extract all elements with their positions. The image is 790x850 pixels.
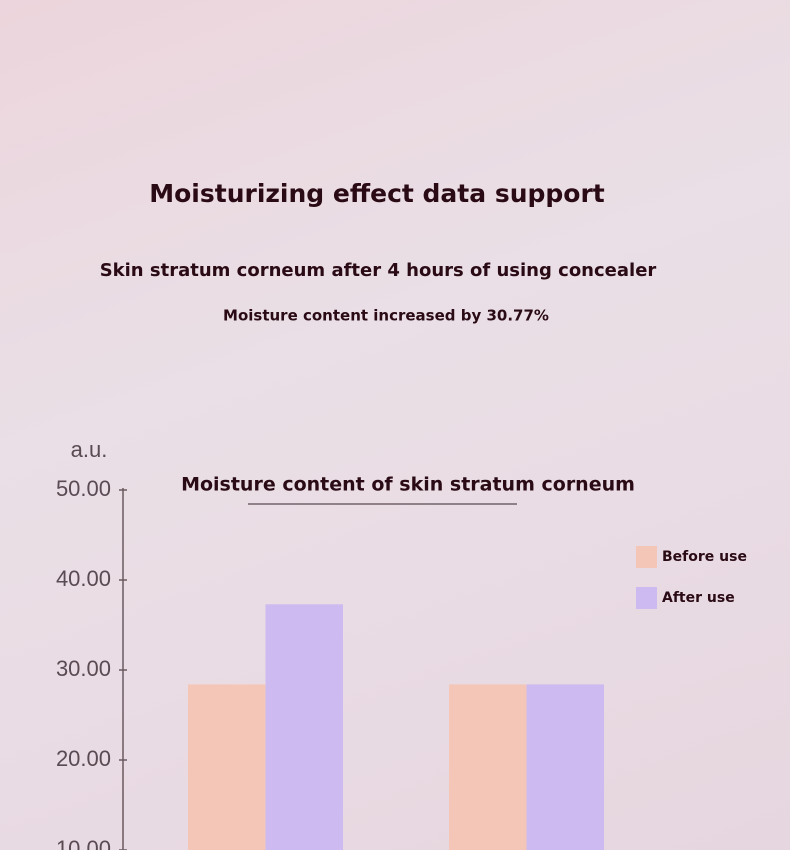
- legend-label: Before use: [662, 549, 747, 565]
- bar: [265, 604, 343, 850]
- y-tick-label: 10.00: [56, 836, 111, 850]
- y-tick-label: 40.00: [56, 566, 111, 591]
- bar: [526, 684, 604, 850]
- y-tick-label: 20.00: [56, 746, 111, 771]
- page-title: Moisturizing effect data support: [149, 179, 605, 208]
- page-note: Moisture content increased by 30.77%: [223, 307, 549, 325]
- bar: [449, 684, 527, 850]
- legend-label: After use: [662, 590, 735, 606]
- y-tick-label: 30.00: [56, 656, 111, 681]
- page-subtitle: Skin stratum corneum after 4 hours of us…: [100, 260, 657, 281]
- chart-title: Moisture content of skin stratum corneum: [181, 474, 635, 496]
- y-tick-label: 50.00: [56, 476, 111, 501]
- bar: [188, 684, 266, 850]
- legend-swatch: [636, 546, 657, 568]
- y-axis-label: a.u.: [71, 437, 108, 462]
- legend-swatch: [636, 587, 657, 609]
